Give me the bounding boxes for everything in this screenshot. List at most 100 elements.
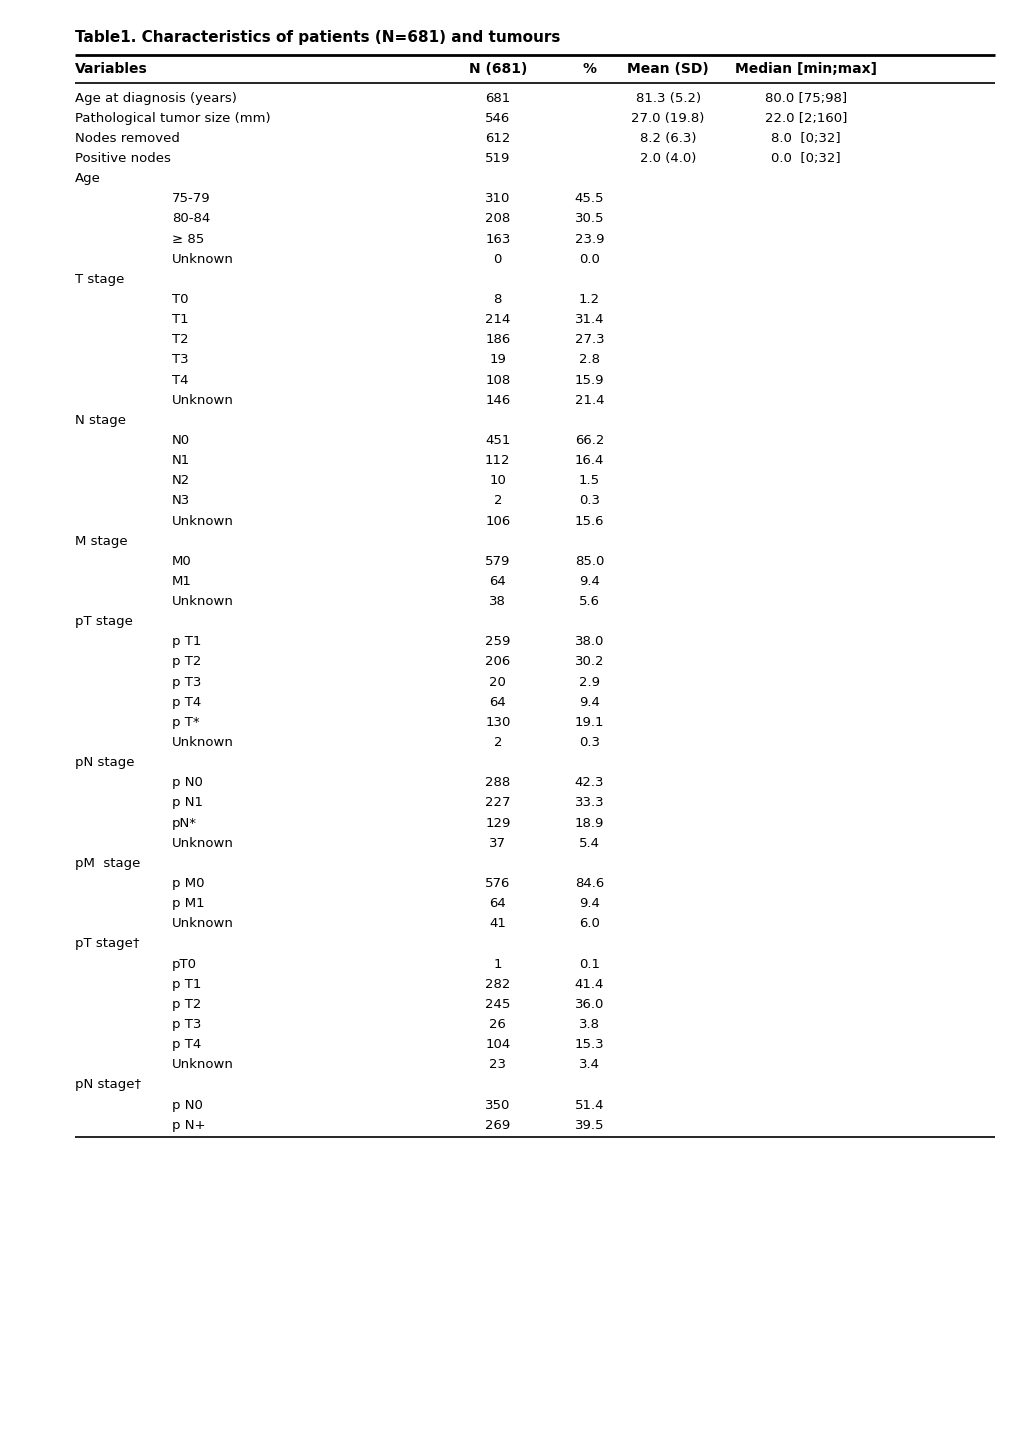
Text: pN stage: pN stage xyxy=(75,756,135,769)
Text: 8: 8 xyxy=(493,293,501,306)
Text: 80-84: 80-84 xyxy=(172,212,210,225)
Text: Nodes removed: Nodes removed xyxy=(75,131,179,144)
Text: pN*: pN* xyxy=(172,817,197,830)
Text: 227: 227 xyxy=(485,797,511,810)
Text: T0: T0 xyxy=(172,293,189,306)
Text: Table1. Characteristics of patients (N=681) and tumours: Table1. Characteristics of patients (N=6… xyxy=(75,30,559,45)
Text: 26: 26 xyxy=(489,1017,505,1030)
Text: 5.6: 5.6 xyxy=(579,595,599,608)
Text: 3.4: 3.4 xyxy=(579,1058,599,1071)
Text: 51.4: 51.4 xyxy=(575,1098,603,1111)
Text: M1: M1 xyxy=(172,574,192,587)
Text: 19: 19 xyxy=(489,354,505,367)
Text: Unknown: Unknown xyxy=(172,394,233,407)
Text: 146: 146 xyxy=(485,394,510,407)
Text: 31.4: 31.4 xyxy=(575,313,603,326)
Text: 208: 208 xyxy=(485,212,510,225)
Text: 681: 681 xyxy=(485,91,510,104)
Text: Unknown: Unknown xyxy=(172,253,233,266)
Text: T stage: T stage xyxy=(75,273,124,286)
Text: Unknown: Unknown xyxy=(172,736,233,749)
Text: 75-79: 75-79 xyxy=(172,192,210,205)
Text: T3: T3 xyxy=(172,354,189,367)
Text: 80.0 [75;98]: 80.0 [75;98] xyxy=(764,91,846,104)
Text: 2.9: 2.9 xyxy=(579,675,599,688)
Text: 112: 112 xyxy=(485,455,511,468)
Text: 519: 519 xyxy=(485,152,510,165)
Text: 37: 37 xyxy=(489,837,505,850)
Text: 2.0 (4.0): 2.0 (4.0) xyxy=(639,152,696,165)
Text: p T3: p T3 xyxy=(172,675,201,688)
Text: 0.0  [0;32]: 0.0 [0;32] xyxy=(770,152,840,165)
Text: 8.0  [0;32]: 8.0 [0;32] xyxy=(770,131,840,144)
Text: 22.0 [2;160]: 22.0 [2;160] xyxy=(764,111,846,124)
Text: 38: 38 xyxy=(489,595,505,608)
Text: 206: 206 xyxy=(485,655,510,668)
Text: 1.5: 1.5 xyxy=(579,475,599,488)
Text: N2: N2 xyxy=(172,475,190,488)
Text: 15.6: 15.6 xyxy=(575,515,603,528)
Text: 33.3: 33.3 xyxy=(574,797,604,810)
Text: 5.4: 5.4 xyxy=(579,837,599,850)
Text: 350: 350 xyxy=(485,1098,510,1111)
Text: 10: 10 xyxy=(489,475,505,488)
Text: 21.4: 21.4 xyxy=(575,394,603,407)
Text: 9.4: 9.4 xyxy=(579,696,599,709)
Text: 612: 612 xyxy=(485,131,510,144)
Text: 310: 310 xyxy=(485,192,510,205)
Text: M0: M0 xyxy=(172,554,192,567)
Text: 2: 2 xyxy=(493,736,501,749)
Text: 579: 579 xyxy=(485,554,510,567)
Text: p T4: p T4 xyxy=(172,696,201,709)
Text: 106: 106 xyxy=(485,515,510,528)
Text: 130: 130 xyxy=(485,716,510,729)
Text: p M0: p M0 xyxy=(172,877,204,890)
Text: 245: 245 xyxy=(485,999,510,1012)
Text: p T1: p T1 xyxy=(172,635,201,648)
Text: 186: 186 xyxy=(485,333,510,346)
Text: 0.3: 0.3 xyxy=(579,736,599,749)
Text: p N1: p N1 xyxy=(172,797,203,810)
Text: 84.6: 84.6 xyxy=(575,877,603,890)
Text: 1: 1 xyxy=(493,958,501,971)
Text: 282: 282 xyxy=(485,978,510,991)
Text: 451: 451 xyxy=(485,434,510,447)
Text: 64: 64 xyxy=(489,574,505,587)
Text: 27.3: 27.3 xyxy=(574,333,604,346)
Text: 2.8: 2.8 xyxy=(579,354,599,367)
Text: N (681): N (681) xyxy=(468,62,527,76)
Text: pT stage†: pT stage† xyxy=(75,938,140,951)
Text: p T2: p T2 xyxy=(172,655,201,668)
Text: p T*: p T* xyxy=(172,716,200,729)
Text: 214: 214 xyxy=(485,313,510,326)
Text: Unknown: Unknown xyxy=(172,918,233,931)
Text: 288: 288 xyxy=(485,776,510,789)
Text: Unknown: Unknown xyxy=(172,515,233,528)
Text: p N0: p N0 xyxy=(172,776,203,789)
Text: Unknown: Unknown xyxy=(172,595,233,608)
Text: 108: 108 xyxy=(485,374,510,387)
Text: 41.4: 41.4 xyxy=(575,978,603,991)
Text: Variables: Variables xyxy=(75,62,148,76)
Text: 6.0: 6.0 xyxy=(579,918,599,931)
Text: 30.2: 30.2 xyxy=(575,655,603,668)
Text: 269: 269 xyxy=(485,1118,510,1131)
Text: N3: N3 xyxy=(172,495,190,508)
Text: 0.3: 0.3 xyxy=(579,495,599,508)
Text: N0: N0 xyxy=(172,434,190,447)
Text: Age at diagnosis (years): Age at diagnosis (years) xyxy=(75,91,236,104)
Text: Age: Age xyxy=(75,172,101,185)
Text: p T3: p T3 xyxy=(172,1017,201,1030)
Text: p N+: p N+ xyxy=(172,1118,205,1131)
Text: 129: 129 xyxy=(485,817,510,830)
Text: 64: 64 xyxy=(489,898,505,911)
Text: 2: 2 xyxy=(493,495,501,508)
Text: 66.2: 66.2 xyxy=(575,434,603,447)
Text: p T4: p T4 xyxy=(172,1038,201,1051)
Text: 576: 576 xyxy=(485,877,510,890)
Text: 20: 20 xyxy=(489,675,505,688)
Text: M stage: M stage xyxy=(75,535,127,548)
Text: 18.9: 18.9 xyxy=(575,817,603,830)
Text: 30.5: 30.5 xyxy=(575,212,603,225)
Text: 39.5: 39.5 xyxy=(575,1118,603,1131)
